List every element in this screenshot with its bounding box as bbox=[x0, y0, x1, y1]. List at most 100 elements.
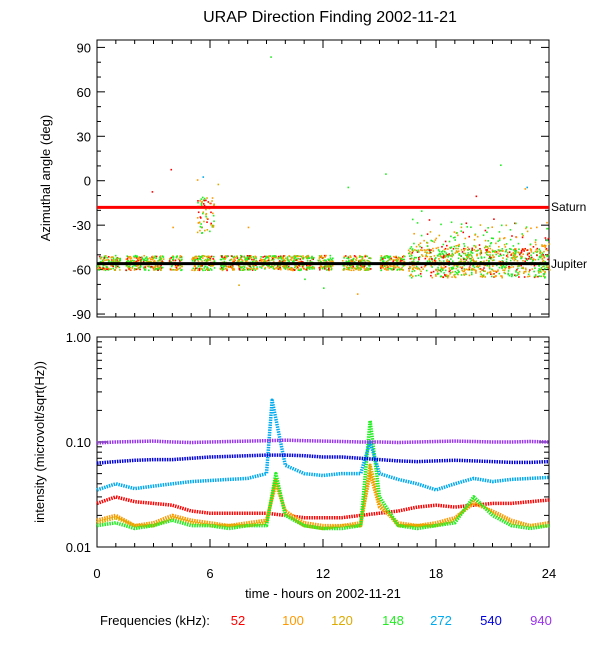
azimuth-point bbox=[463, 268, 466, 270]
azimuth-point bbox=[175, 267, 178, 269]
azimuth-point bbox=[543, 255, 545, 257]
azimuth-point bbox=[437, 249, 440, 251]
azimuth-point bbox=[444, 269, 447, 272]
azimuth-point bbox=[363, 265, 366, 268]
azimuth-point bbox=[282, 257, 284, 260]
azimuth-point bbox=[457, 269, 459, 272]
azimuth-point bbox=[155, 257, 157, 260]
azimuth-point bbox=[541, 252, 544, 254]
azimuth-point bbox=[200, 226, 203, 229]
azimuth-point bbox=[141, 257, 144, 260]
azimuth-point bbox=[437, 246, 439, 249]
azimuth-point bbox=[243, 268, 246, 271]
azimuth-point bbox=[115, 257, 118, 260]
azimuth-point bbox=[394, 259, 396, 262]
azimuth-point bbox=[510, 248, 512, 251]
azimuth-point bbox=[389, 255, 392, 258]
azimuth-point bbox=[159, 268, 162, 271]
azimuth-point bbox=[179, 259, 182, 262]
azimuth-point bbox=[115, 267, 118, 269]
azimuth-point bbox=[538, 265, 540, 267]
azimuth-point bbox=[455, 247, 457, 250]
azimuth-point bbox=[485, 246, 487, 248]
azimuth-point bbox=[125, 265, 128, 267]
azimuth-point bbox=[329, 264, 332, 267]
azimuth-point bbox=[491, 249, 494, 252]
azimuth-point bbox=[227, 266, 230, 269]
azimuth-point bbox=[284, 265, 287, 267]
azimuth-point bbox=[242, 268, 245, 271]
azimuth-point bbox=[483, 267, 485, 269]
azimuth-point bbox=[249, 257, 251, 259]
azimuth-point bbox=[217, 183, 220, 186]
azimuth-point bbox=[454, 236, 456, 239]
azimuth-point bbox=[231, 255, 233, 257]
azimuth-point bbox=[495, 271, 498, 273]
azimuth-point bbox=[154, 255, 156, 258]
azimuth-point bbox=[97, 265, 99, 268]
azimuth-point bbox=[415, 245, 418, 248]
azimuth-point bbox=[401, 268, 404, 271]
azimuth-point bbox=[243, 255, 246, 258]
azimuth-point bbox=[511, 273, 514, 276]
azimuth-point bbox=[490, 257, 493, 260]
azimuth-point bbox=[392, 264, 395, 267]
azimuth-point bbox=[542, 265, 544, 268]
azimuth-point bbox=[169, 267, 172, 270]
azimuth-point bbox=[462, 270, 465, 273]
azimuth-point bbox=[125, 258, 128, 261]
azimuth-point bbox=[263, 255, 266, 258]
azimuth-point bbox=[417, 243, 420, 246]
azimuth-point bbox=[538, 275, 541, 277]
azimuth-point bbox=[277, 255, 280, 258]
azimuth-point bbox=[480, 252, 483, 254]
azimuth-point bbox=[322, 267, 324, 270]
azimuth-point bbox=[135, 257, 138, 259]
azimuth-point bbox=[202, 176, 205, 178]
azimuth-point bbox=[241, 259, 243, 261]
azimuth-point bbox=[200, 203, 203, 205]
azimuth-point bbox=[231, 260, 234, 263]
azimuth-point bbox=[302, 266, 304, 269]
azimuth-point bbox=[301, 261, 304, 263]
azimuth-point bbox=[514, 222, 516, 225]
azimuth-point bbox=[225, 255, 228, 257]
azimuth-point bbox=[518, 270, 521, 273]
azimuth-point bbox=[495, 264, 498, 267]
azimuth-point bbox=[408, 252, 410, 255]
azimuth-point bbox=[322, 259, 325, 262]
azimuth-point bbox=[454, 239, 457, 241]
azimuth-point bbox=[395, 258, 398, 261]
azimuth-point bbox=[379, 266, 382, 268]
azimuth-point bbox=[97, 264, 99, 267]
azimuth-point bbox=[442, 243, 445, 246]
azimuth-point bbox=[515, 222, 517, 225]
azimuth-point bbox=[273, 267, 276, 270]
azimuth-point bbox=[444, 274, 447, 277]
azimuth-point bbox=[327, 267, 330, 270]
azimuth-point bbox=[100, 256, 103, 259]
azimuth-point bbox=[439, 254, 442, 257]
azimuth-point bbox=[537, 271, 540, 273]
azimuth-point bbox=[197, 222, 200, 224]
azimuth-point bbox=[525, 227, 527, 230]
azimuth-point bbox=[462, 231, 465, 234]
azimuth-point bbox=[431, 240, 434, 242]
azimuth-point bbox=[272, 255, 275, 257]
azimuth-point bbox=[530, 258, 532, 260]
azimuth-point bbox=[175, 265, 178, 268]
azimuth-point bbox=[417, 249, 420, 252]
azimuth-point bbox=[514, 250, 516, 252]
azimuth-point bbox=[387, 259, 389, 262]
azimuth-y-tick-label: -90 bbox=[72, 307, 91, 322]
azimuth-point bbox=[133, 267, 136, 270]
legend-item-100: 100 bbox=[282, 613, 304, 628]
azimuth-point bbox=[489, 270, 492, 273]
azimuth-point bbox=[251, 269, 254, 271]
azimuth-point bbox=[330, 268, 333, 271]
azimuth-point bbox=[201, 255, 203, 257]
azimuth-point bbox=[432, 250, 435, 252]
azimuth-point bbox=[210, 211, 212, 214]
azimuth-point bbox=[149, 266, 152, 268]
azimuth-point bbox=[296, 258, 298, 260]
